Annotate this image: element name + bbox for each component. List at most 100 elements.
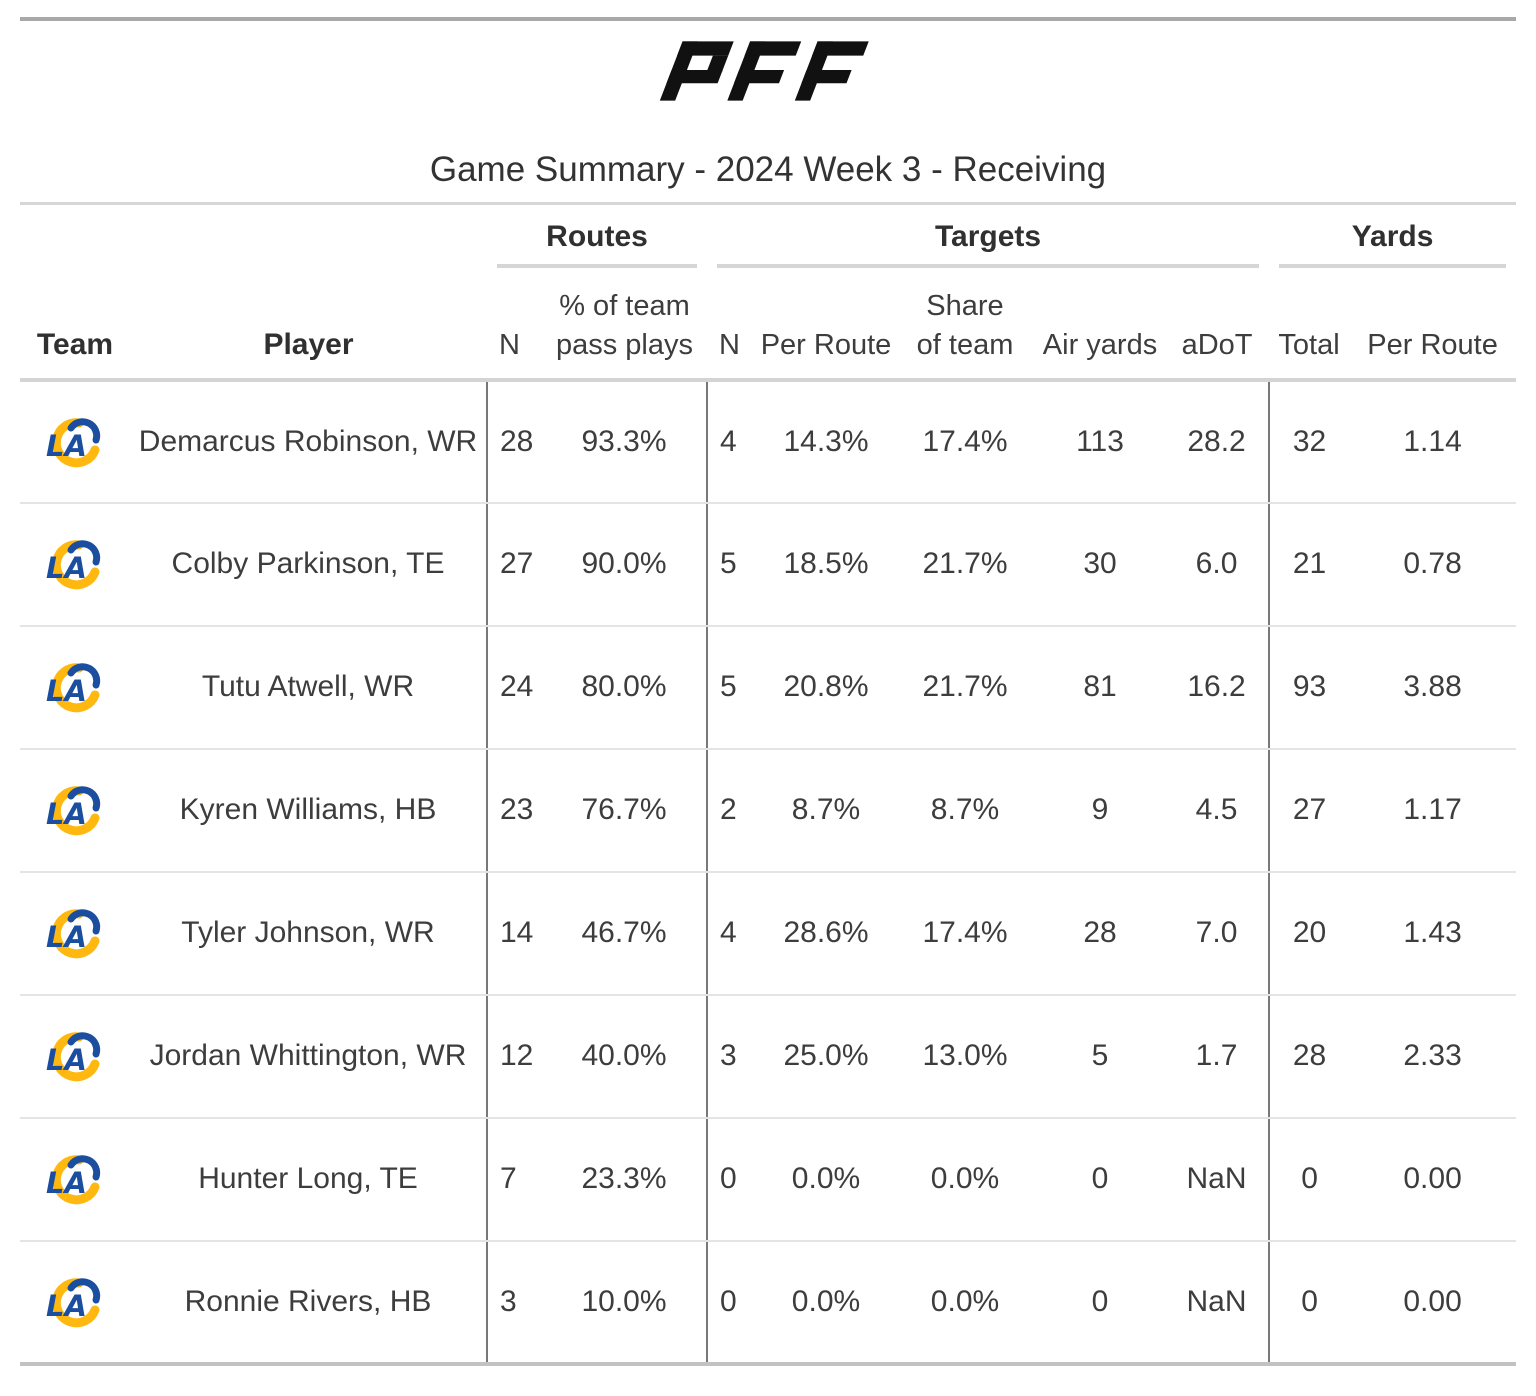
total-cell: 27 — [1268, 748, 1350, 873]
adot-cell: NaN — [1165, 1240, 1270, 1366]
group-header-empty — [20, 202, 487, 268]
share-cell: 17.4% — [895, 871, 1035, 996]
routes-pct-cell: 80.0% — [542, 625, 707, 750]
air-yards-cell: 0 — [1035, 1240, 1165, 1366]
per-route-cell: 0.0% — [757, 1240, 895, 1366]
air-yards-cell: 5 — [1035, 994, 1165, 1119]
adot-cell: 7.0 — [1165, 871, 1270, 996]
player-cell: Jordan Whittington, WR — [130, 994, 487, 1119]
air-yards-cell: 30 — [1035, 502, 1165, 627]
svg-text:LA: LA — [46, 797, 87, 831]
targets-n-cell: 2 — [706, 748, 757, 873]
la-rams-logo-icon: LA — [46, 663, 101, 713]
yards-per-route-cell: 2.33 — [1349, 994, 1517, 1119]
routes-n-cell: 27 — [486, 502, 542, 627]
routes-pct-cell: 93.3% — [542, 379, 707, 504]
group-header-row: Routes Targets Yards — [20, 202, 1517, 268]
player-cell: Demarcus Robinson, WR — [130, 379, 487, 504]
routes-n-cell: 3 — [486, 1240, 542, 1366]
air-yards-cell: 81 — [1035, 625, 1165, 750]
col-header-player: Player — [130, 267, 487, 382]
team-cell: LA — [20, 748, 130, 873]
targets-n-cell: 3 — [706, 994, 757, 1119]
yards-per-route-cell: 1.43 — [1349, 871, 1517, 996]
group-label-targets: Targets — [934, 219, 1042, 253]
per-route-cell: 8.7% — [757, 748, 895, 873]
adot-cell: 1.7 — [1165, 994, 1270, 1119]
yards-per-route-cell: 0.00 — [1349, 1240, 1517, 1366]
team-cell: LA — [20, 1117, 130, 1242]
player-cell: Tutu Atwell, WR — [130, 625, 487, 750]
yards-per-route-cell: 1.14 — [1349, 379, 1517, 504]
col-header-targets-n: N — [707, 267, 757, 382]
total-cell: 32 — [1268, 379, 1350, 504]
receiving-stats-table: Routes Targets Yards Team Player N % of … — [20, 202, 1517, 1366]
svg-text:LA: LA — [46, 551, 87, 585]
team-cell: LA — [20, 871, 130, 996]
col-header-per-route: Per Route — [757, 267, 895, 382]
per-route-cell: 28.6% — [757, 871, 895, 996]
col-header-share: Share of team — [895, 267, 1035, 382]
total-cell: 0 — [1268, 1240, 1350, 1366]
svg-text:LA: LA — [46, 1166, 87, 1200]
la-rams-logo-icon: LA — [46, 786, 101, 836]
team-cell: LA — [20, 1240, 130, 1366]
adot-cell: 28.2 — [1165, 379, 1270, 504]
adot-cell: 16.2 — [1165, 625, 1270, 750]
routes-n-cell: 14 — [486, 871, 542, 996]
la-rams-logo-icon: LA — [46, 909, 101, 959]
routes-pct-cell: 90.0% — [542, 502, 707, 627]
per-route-cell: 20.8% — [757, 625, 895, 750]
total-cell: 21 — [1268, 502, 1350, 627]
team-cell: LA — [20, 625, 130, 750]
table-body: LA Demarcus Robinson, WR 28 93.3% 4 14.3… — [20, 379, 1517, 1366]
per-route-cell: 18.5% — [757, 502, 895, 627]
player-cell: Ronnie Rivers, HB — [130, 1240, 487, 1366]
svg-text:LA: LA — [46, 920, 87, 954]
top-divider — [20, 17, 1516, 21]
svg-text:LA: LA — [46, 674, 87, 708]
table-row: LA Tutu Atwell, WR 24 80.0% 5 20.8% 21.7… — [20, 625, 1517, 750]
player-cell: Tyler Johnson, WR — [130, 871, 487, 996]
pff-logo-icon — [659, 41, 869, 101]
la-rams-logo-icon: LA — [46, 1155, 101, 1205]
page-title: Game Summary - 2024 Week 3 - Receiving — [429, 150, 1107, 189]
targets-n-cell: 5 — [706, 625, 757, 750]
player-cell: Kyren Williams, HB — [130, 748, 487, 873]
total-cell: 0 — [1268, 1117, 1350, 1242]
table-row: LA Hunter Long, TE 7 23.3% 0 0.0% 0.0% 0… — [20, 1117, 1517, 1242]
routes-pct-cell: 10.0% — [542, 1240, 707, 1366]
share-cell: 21.7% — [895, 502, 1035, 627]
total-cell: 20 — [1268, 871, 1350, 996]
per-route-cell: 14.3% — [757, 379, 895, 504]
col-header-air-yards: Air yards — [1035, 267, 1165, 382]
yards-per-route-cell: 3.88 — [1349, 625, 1517, 750]
team-cell: LA — [20, 502, 130, 627]
column-header-row: Team Player N % of team pass plays N Per… — [20, 267, 1517, 382]
targets-n-cell: 5 — [706, 502, 757, 627]
la-rams-logo-icon: LA — [46, 1032, 101, 1082]
group-header-targets: Targets — [707, 202, 1270, 268]
adot-cell: 4.5 — [1165, 748, 1270, 873]
la-rams-logo-icon: LA — [46, 1277, 101, 1327]
page: Game Summary - 2024 Week 3 - Receiving R… — [0, 17, 1536, 1396]
targets-n-cell: 4 — [706, 871, 757, 996]
group-label-yards: Yards — [1351, 219, 1434, 253]
targets-n-cell: 4 — [706, 379, 757, 504]
routes-n-cell: 23 — [486, 748, 542, 873]
routes-pct-cell: 76.7% — [542, 748, 707, 873]
table-row: LA Demarcus Robinson, WR 28 93.3% 4 14.3… — [20, 379, 1517, 504]
table-row: LA Tyler Johnson, WR 14 46.7% 4 28.6% 17… — [20, 871, 1517, 996]
yards-per-route-cell: 1.17 — [1349, 748, 1517, 873]
adot-cell: 6.0 — [1165, 502, 1270, 627]
air-yards-cell: 28 — [1035, 871, 1165, 996]
share-cell: 21.7% — [895, 625, 1035, 750]
routes-n-cell: 24 — [486, 625, 542, 750]
col-header-team: Team — [20, 267, 130, 382]
col-header-routes-n: N — [487, 267, 542, 382]
team-cell: LA — [20, 994, 130, 1119]
routes-pct-cell: 46.7% — [542, 871, 707, 996]
col-header-yards-per-route: Per Route — [1349, 267, 1517, 382]
share-cell: 13.0% — [895, 994, 1035, 1119]
air-yards-cell: 0 — [1035, 1117, 1165, 1242]
